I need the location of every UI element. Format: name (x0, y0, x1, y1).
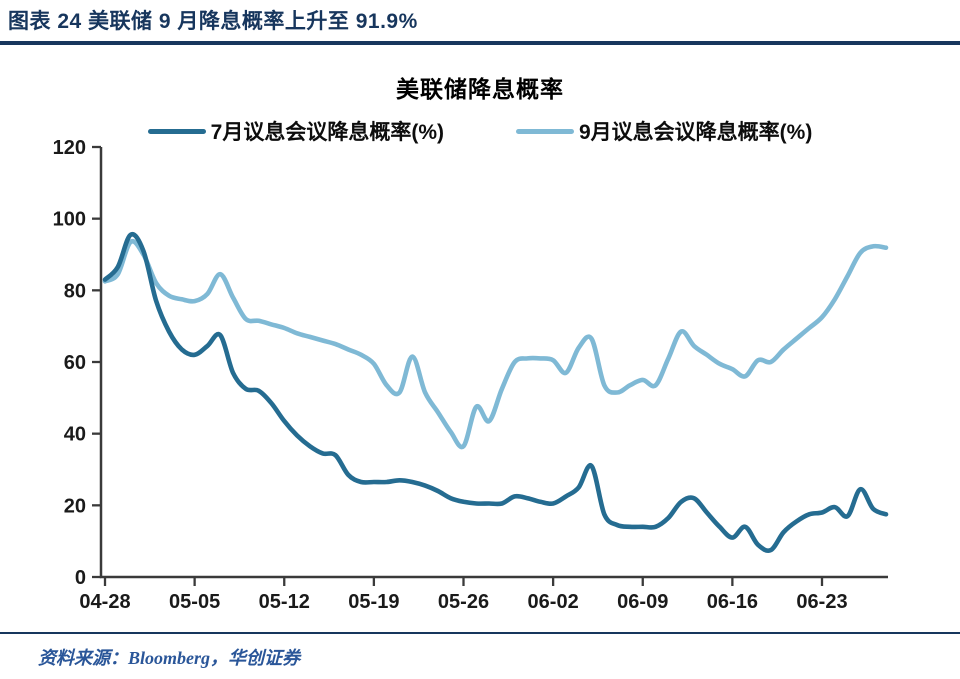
legend-label-september: 9月议息会议降息概率(%) (579, 121, 813, 144)
x-tick-label: 04-28 (79, 591, 130, 613)
legend-swatch-july (147, 128, 206, 134)
y-tick-label: 100 (53, 209, 86, 231)
y-tick-label: 60 (64, 352, 86, 374)
y-tick-label: 20 (64, 495, 86, 517)
x-tick-label: 06-23 (796, 591, 847, 613)
source-note: 资料来源：Bloomberg，华创证券 (38, 648, 301, 668)
legend-item-july: 7月议息会议降息概率(%) (147, 116, 444, 146)
footer-divider (0, 632, 960, 634)
figure-title: 图表 24 美联储 9 月降息概率上升至 91.9% (8, 10, 418, 33)
x-tick-label: 05-05 (169, 591, 220, 613)
x-tick-label: 05-26 (438, 591, 489, 613)
legend-label-july: 7月议息会议降息概率(%) (210, 121, 444, 144)
chart-title: 美联储降息概率 (396, 76, 564, 102)
series-line-july (102, 232, 889, 553)
chart-legend: 7月议息会议降息概率(%) 9月议息会议降息概率(%) (0, 116, 960, 146)
y-tick-label: 80 (64, 280, 86, 302)
x-tick-label: 05-19 (348, 591, 399, 613)
y-tick-label: 0 (75, 567, 86, 589)
x-tick-label: 05-12 (259, 591, 310, 613)
x-tick-label: 06-16 (707, 591, 758, 613)
x-tick-label: 06-02 (528, 591, 579, 613)
x-tick-label: 06-09 (617, 591, 668, 613)
header-divider (0, 41, 960, 45)
legend-swatch-september (516, 128, 574, 134)
legend-item-september: 9月议息会议降息概率(%) (516, 116, 812, 146)
series-line-september (102, 239, 889, 450)
y-tick-label: 40 (64, 424, 86, 446)
y-tick-label: 120 (53, 137, 86, 159)
